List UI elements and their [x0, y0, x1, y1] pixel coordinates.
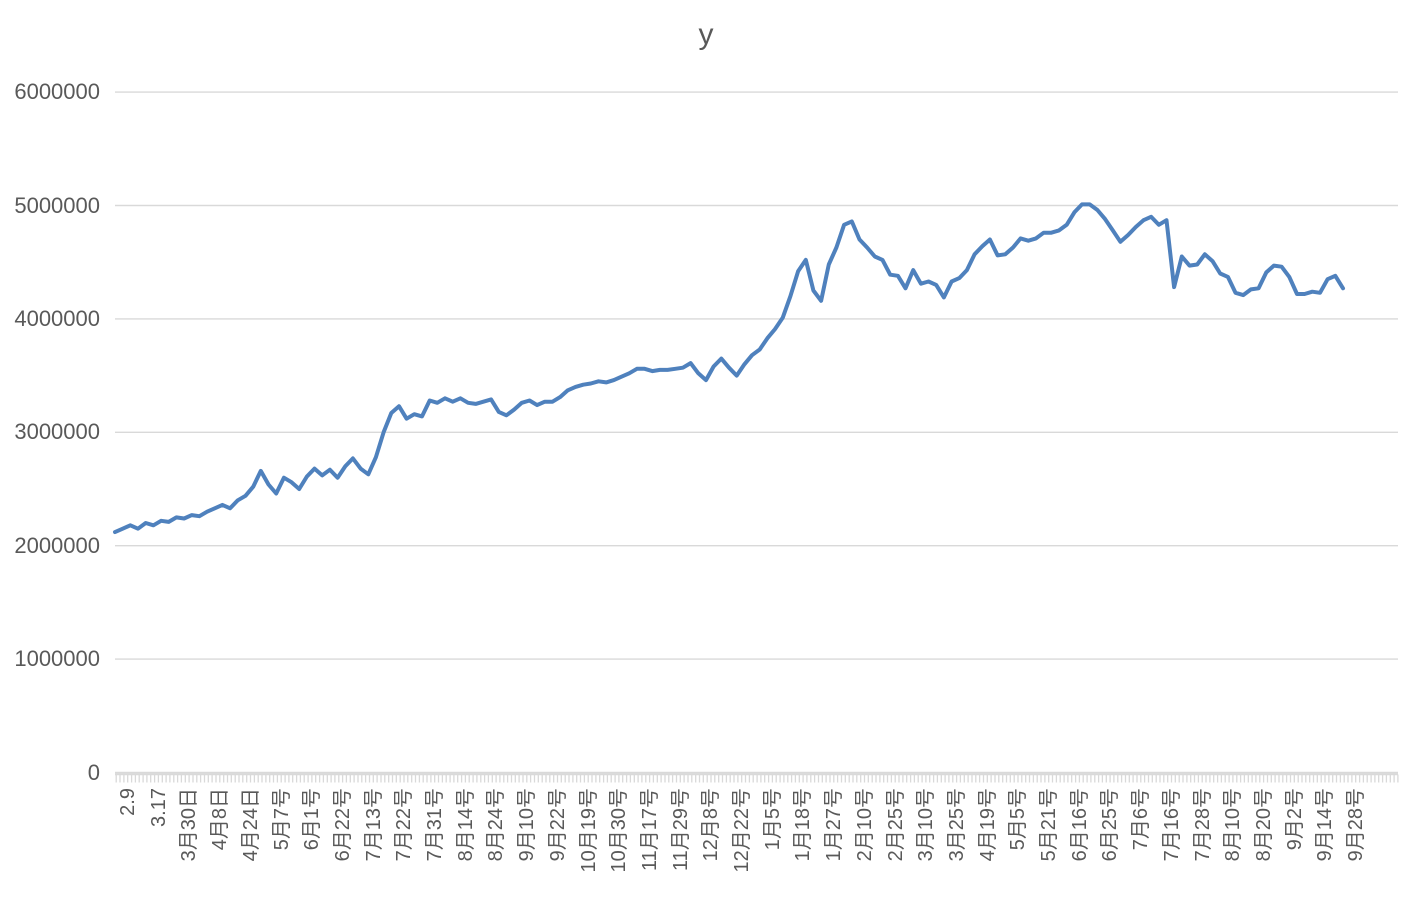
x-axis-tick-label: 7月13号 [362, 788, 385, 862]
y-axis-tick-label: 2000000 [14, 532, 100, 558]
x-axis-tick-label: 12月22号 [731, 788, 753, 873]
x-axis-tick-label: 6月16号 [1068, 788, 1091, 862]
x-axis-tick-label: 3.17 [147, 788, 170, 827]
x-axis-tick-label: 2月25号 [884, 788, 907, 862]
x-axis-tick-label: 7月22号 [393, 788, 416, 862]
x-axis-tick-label: 7月16号 [1160, 788, 1183, 862]
y-axis-tick-label: 1000000 [14, 646, 100, 672]
x-axis-tick-label: 3月30日 [178, 788, 201, 862]
x-axis-tick-label: 5月21号 [1038, 788, 1060, 862]
x-axis-tick-label: 5月5号 [1007, 788, 1030, 851]
x-axis-tick-label: 7月28号 [1191, 788, 1214, 862]
x-axis-tick-label: 11月17号 [638, 788, 661, 872]
x-axis-tick-label: 6月25号 [1099, 788, 1122, 862]
x-axis-tick-label: 6月22号 [331, 788, 354, 862]
x-axis-tick-label: 7月6号 [1130, 788, 1153, 851]
x-axis-tick-label: 6月1号 [301, 788, 324, 851]
y-axis-tick-label: 0 [87, 759, 100, 785]
x-axis-tick-label: 9月10号 [516, 788, 539, 862]
x-axis-tick-label: 2.9 [117, 788, 139, 816]
x-axis-tick-label: 4月24日 [239, 788, 262, 862]
x-axis-tick-label: 8月10号 [1222, 788, 1245, 862]
data-line-y [113, 202, 1345, 535]
x-axis-tick-label: 9月22号 [546, 788, 569, 862]
x-axis-tick-label: 11月29号 [669, 788, 692, 872]
x-axis-tick-label: 10月19号 [577, 788, 600, 873]
x-axis-tick-label: 1月5号 [761, 788, 784, 851]
x-axis-tick-label: 4月8日 [209, 788, 232, 851]
chart-title: y [698, 18, 714, 51]
y-axis-tick-label: 6000000 [14, 79, 100, 105]
x-axis-tick-label: 4月19号 [976, 788, 999, 862]
x-axis-tick-label: 7月31号 [424, 788, 446, 862]
x-axis-tick-label: 3月25号 [945, 788, 968, 862]
x-axis-tick-label: 3月10号 [915, 788, 938, 862]
x-axis-tick-label: 8月14号 [454, 788, 477, 862]
x-axis-tick-label: 1月27号 [823, 788, 846, 862]
x-axis-tick-label: 10月30号 [608, 788, 631, 873]
x-axis-tick-label: 5月7号 [270, 788, 293, 851]
x-axis-tick-label: 1月18号 [792, 788, 815, 862]
y-axis-tick-label: 4000000 [14, 305, 100, 331]
x-axis-tick-label: 9月2号 [1283, 788, 1306, 851]
x-axis-tick-label: 8月24号 [485, 788, 508, 862]
x-axis-tick-label: 9月14号 [1314, 788, 1337, 862]
x-axis-tick-label: 9月28号 [1345, 788, 1367, 862]
x-axis-tick-label: 8月20号 [1252, 788, 1275, 862]
y-axis-tick-label: 5000000 [14, 192, 100, 218]
y-axis-tick-label: 3000000 [14, 419, 100, 445]
x-axis-tick-label: 12月8号 [700, 788, 723, 862]
x-axis-tick-label: 2月10号 [853, 788, 876, 862]
